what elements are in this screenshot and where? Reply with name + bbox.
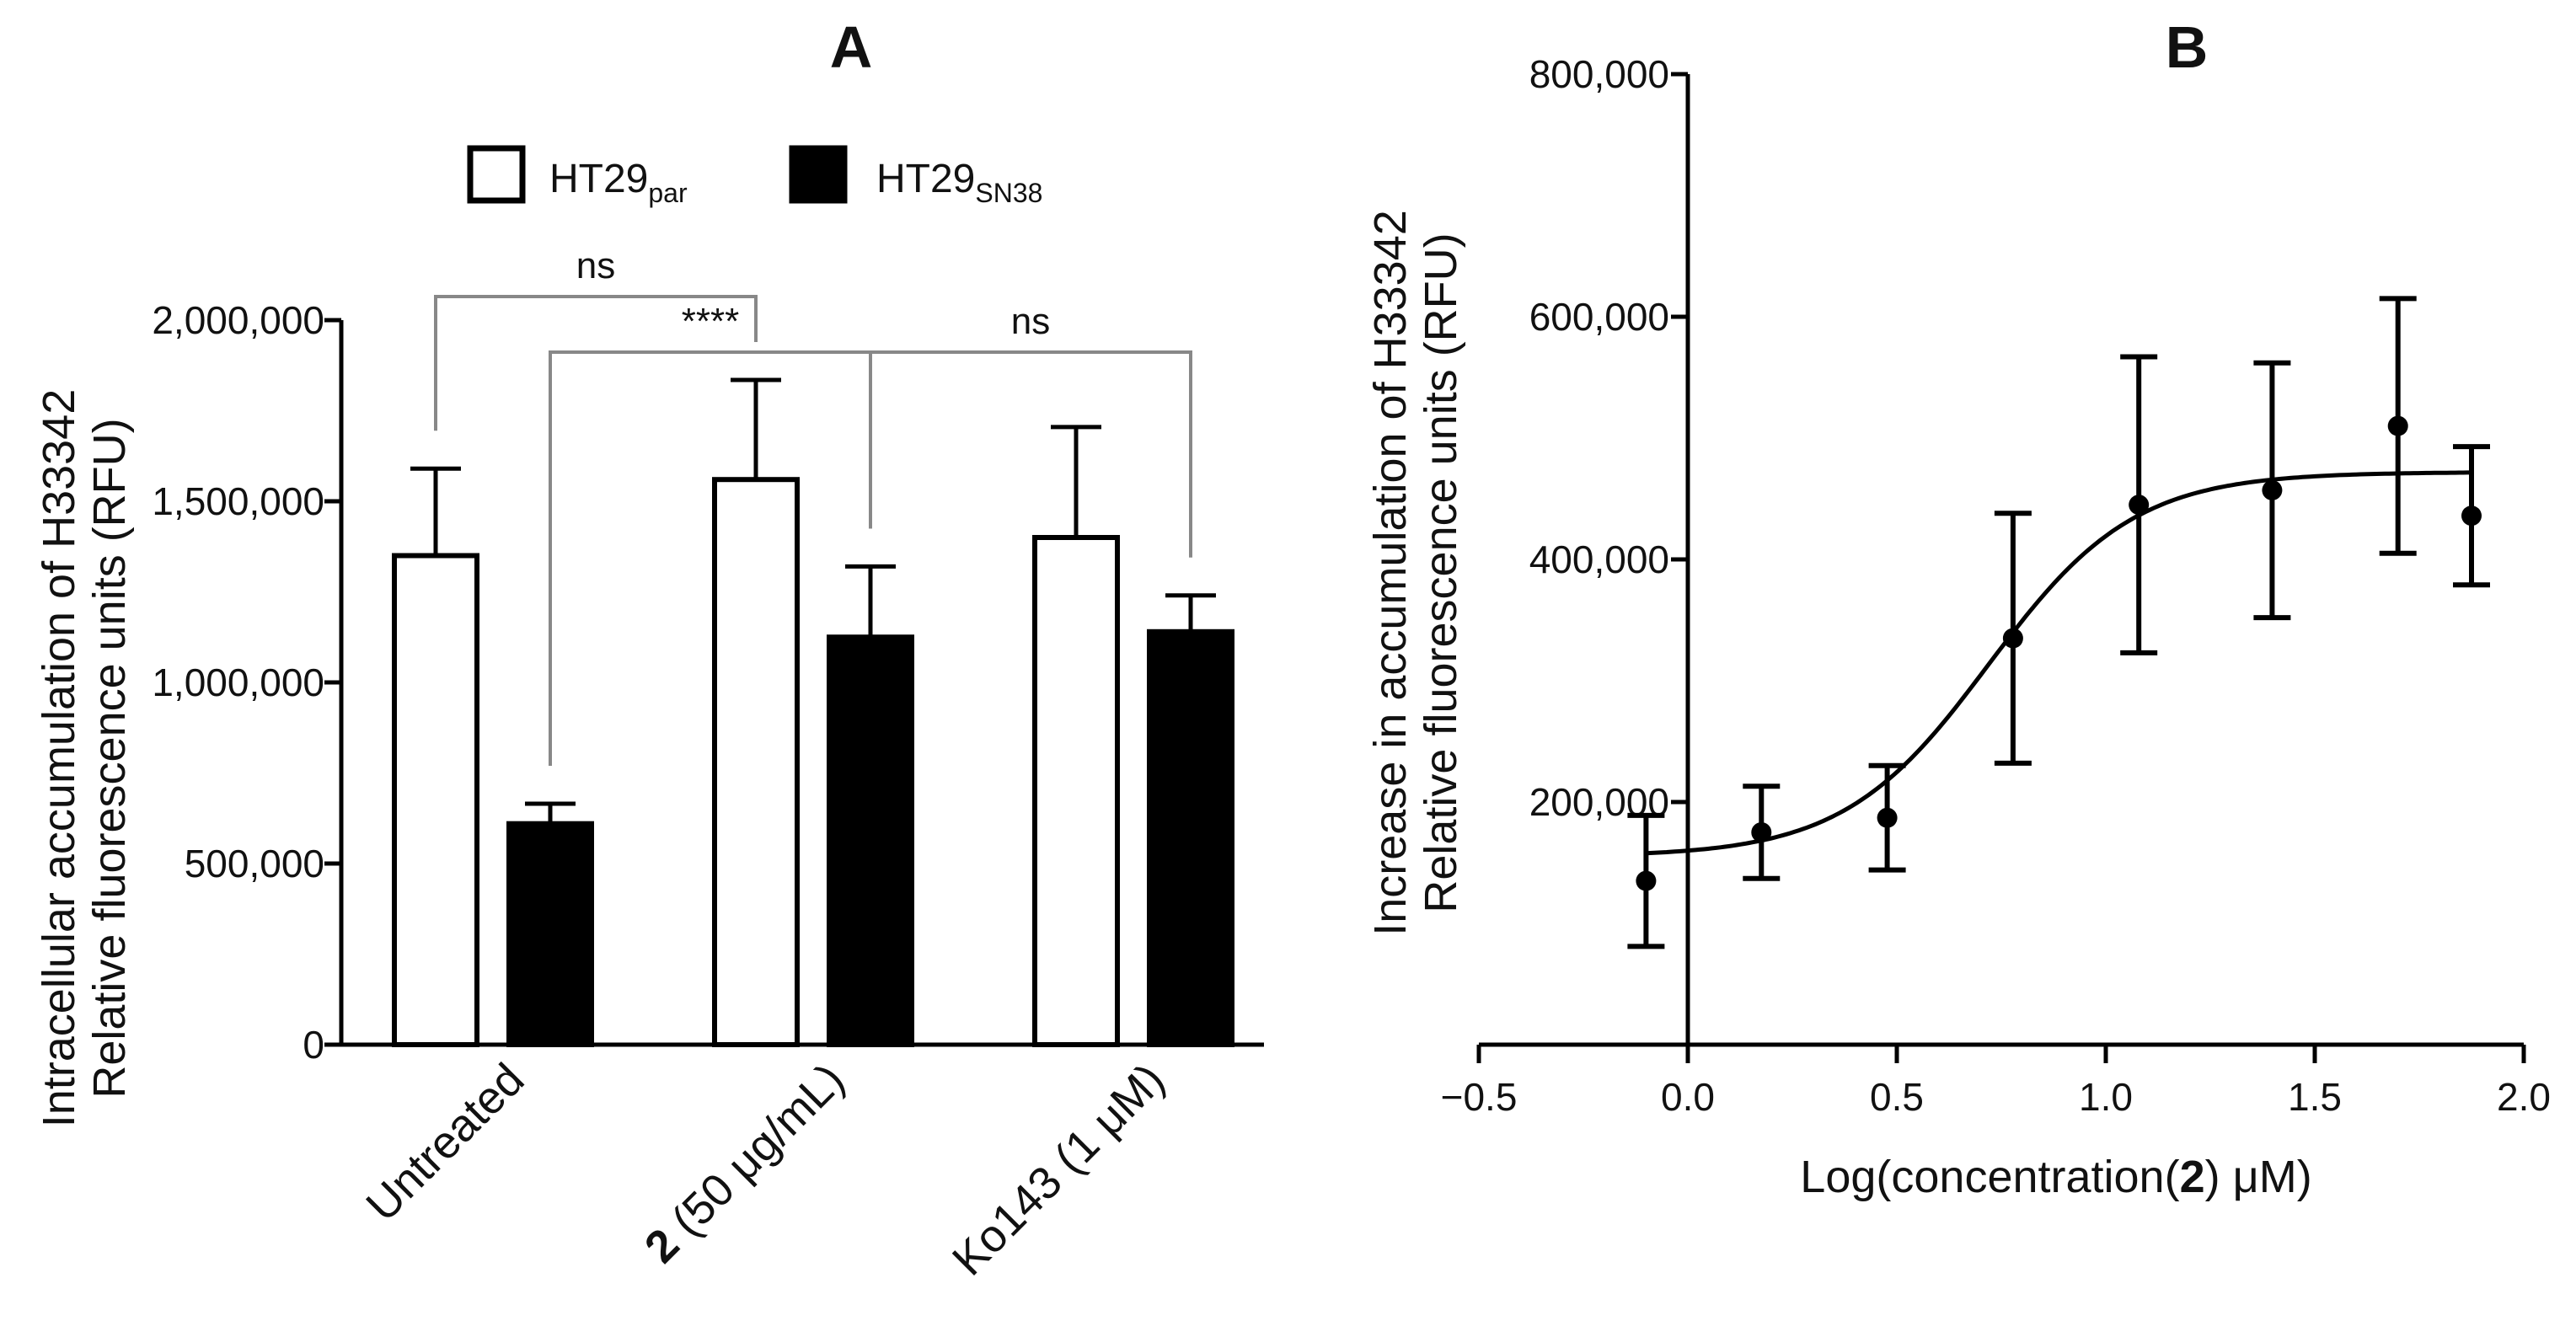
data-point <box>2002 628 2023 649</box>
panel-b-x-tick-label: 0.5 <box>1870 1075 1924 1119</box>
significance-label: ns <box>576 245 615 286</box>
significance-bracket <box>434 295 758 431</box>
legend-swatch-sn38 <box>789 145 848 204</box>
fit-curve <box>1646 470 2472 856</box>
data-point <box>2262 479 2283 500</box>
data-point <box>2461 505 2482 527</box>
panel-b-x-tick-label: 1.5 <box>2288 1075 2342 1119</box>
panel-b-fit <box>1646 470 2472 856</box>
bar-ht29-sn38 <box>506 821 594 1047</box>
panel-a-y-tick-label: 0 <box>303 1023 324 1067</box>
data-point <box>1877 807 1898 828</box>
panel-b-xlabel: Log(concentration(2) μM) <box>1800 1152 2311 1202</box>
category-label: Ko143 (1 μM) <box>943 1054 1175 1286</box>
data-point <box>1636 870 1657 891</box>
legend-swatch-par <box>467 145 526 204</box>
bar-ht29-par <box>712 477 800 1047</box>
panel-b-y-axis-title: Increase in accumulation of H33342 Relat… <box>1365 210 1466 936</box>
panel-b-x-tick-label: 1.0 <box>2079 1075 2133 1119</box>
panel-b-ylabel-line2: Relative fluorescence units (RFU) <box>1416 233 1466 912</box>
panel-b-x-tick-label: 2.0 <box>2497 1075 2551 1119</box>
bar-ht29-par <box>1032 535 1120 1047</box>
panel-b-y-tick-label: 400,000 <box>1529 537 1669 581</box>
legend-label-sn38: HT29SN38 <box>876 157 1042 208</box>
panel-b-ylabel-line1: Increase in accumulation of H33342 <box>1365 210 1416 936</box>
panel-b-y-tick-label: 600,000 <box>1529 295 1669 339</box>
bar-ht29-par <box>392 553 479 1047</box>
category-label: 2 (50 μg/mL) <box>635 1054 854 1273</box>
panel-a-axes: 0 500,000 1,000,000 1,500,000 2,000,000 <box>152 298 1264 1067</box>
panel-b-x-tick-label: 0.0 <box>1661 1075 1715 1119</box>
data-point <box>2129 495 2150 516</box>
panel-a-legend: HT29par HT29SN38 <box>467 145 1042 208</box>
panel-a-ylabel-line2: Relative fluorescence units (RFU) <box>84 418 135 1098</box>
panel-a-ylabel-line1: Intracellular accumulation of H33342 <box>34 389 84 1128</box>
panel-a-y-tick-label: 1,000,000 <box>152 660 324 704</box>
panel-a-x-labels: Untreated 2 (50 μg/mL) Ko143 (1 μM) <box>356 1054 1174 1286</box>
significance-bracket <box>549 350 872 767</box>
panel-a-bars <box>392 377 1234 1047</box>
panel-a-y-tick-label: 500,000 <box>185 842 324 885</box>
panel-b-y-tick-label: 800,000 <box>1529 52 1669 96</box>
panel-a-significance: ns **** ns <box>434 245 1192 767</box>
significance-bracket <box>869 350 1192 558</box>
data-point <box>1751 822 1772 842</box>
panel-a-y-tick-label: 1,500,000 <box>152 479 324 523</box>
panel-b-points <box>1627 296 2490 949</box>
significance-label: **** <box>682 301 740 342</box>
panel-a-y-tick-label: 2,000,000 <box>152 298 324 342</box>
category-label: Untreated <box>356 1054 533 1231</box>
significance-label: ns <box>1011 301 1050 342</box>
panel-a-y-axis-title: Intracellular accumulation of H33342 Rel… <box>34 389 135 1128</box>
legend-label-par: HT29par <box>549 157 688 208</box>
panel-a: A Intracellular accumulation of H33342 R… <box>34 14 1264 1286</box>
bar-ht29-sn38 <box>1147 628 1234 1047</box>
panel-b-x-tick-label: −0.5 <box>1441 1075 1518 1119</box>
panel-b-title: B <box>2166 14 2209 80</box>
panel-a-title: A <box>830 14 873 80</box>
data-point <box>2387 415 2408 436</box>
bar-ht29-sn38 <box>827 634 914 1047</box>
panel-b: B Increase in accumulation of H33342 Rel… <box>1365 14 2551 1202</box>
